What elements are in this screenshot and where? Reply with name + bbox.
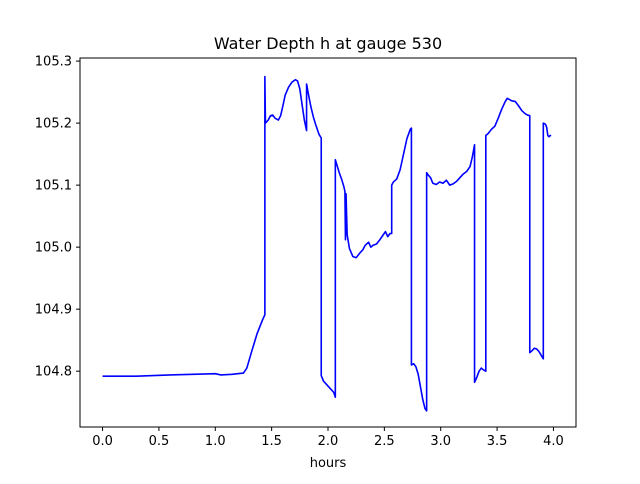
x-axis-ticks: 0.0 0.5 1.0 1.5 2.0 2.5 3.0 3.5 4.0	[92, 427, 564, 449]
x-tick-label: 1.0	[205, 434, 226, 449]
x-tick-label: 0.0	[92, 434, 113, 449]
x-tick-label: 0.5	[149, 434, 170, 449]
series-line-0	[102, 75, 552, 412]
series-layer	[102, 75, 552, 412]
x-tick-label: 2.0	[318, 434, 339, 449]
x-tick-label: 3.0	[430, 434, 451, 449]
plot-frame	[79, 57, 577, 428]
y-tick-label: 105.3	[35, 55, 72, 70]
y-tick-label: 105.2	[35, 117, 72, 132]
y-axis-ticks: 104.8 104.9 105.0 105.1 105.2 105.3	[35, 55, 80, 380]
y-tick-label: 105.0	[35, 241, 72, 256]
chart-title: Water Depth h at gauge 530	[214, 34, 442, 53]
y-tick-label: 105.1	[35, 179, 72, 194]
y-tick-label: 104.9	[35, 303, 72, 318]
x-tick-label: 3.5	[487, 434, 508, 449]
x-tick-label: 4.0	[543, 434, 564, 449]
x-tick-label: 2.5	[374, 434, 395, 449]
y-tick-label: 104.8	[35, 365, 72, 380]
plot-background	[80, 58, 576, 427]
x-tick-label: 1.5	[261, 434, 282, 449]
x-axis-label: hours	[310, 456, 347, 471]
